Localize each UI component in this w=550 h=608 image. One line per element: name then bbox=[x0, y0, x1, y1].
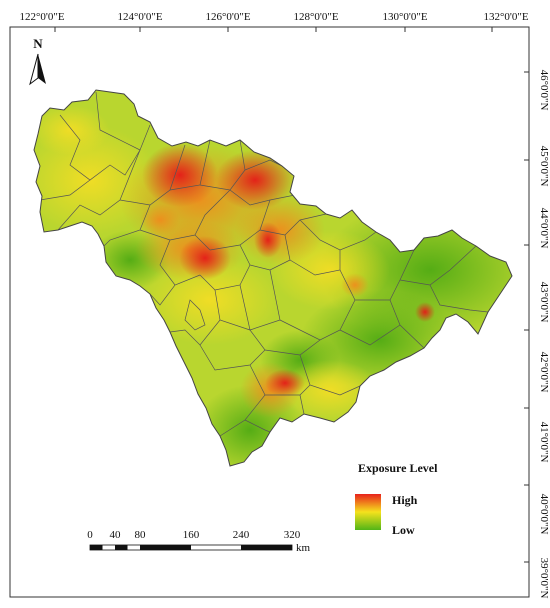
lat-label-41: 41°0'0"N bbox=[538, 422, 550, 463]
lon-label-130: 130°0'0"E bbox=[382, 11, 427, 23]
legend-title: Exposure Level bbox=[358, 461, 438, 475]
lat-label-45: 45°0'0"N bbox=[538, 146, 550, 187]
legend: Exposure Level High Low bbox=[355, 461, 438, 537]
longitude-labels: 122°0'0"E 124°0'0"E 126°0'0"E 128°0'0"E … bbox=[19, 11, 528, 23]
lat-label-42: 42°0'0"N bbox=[538, 352, 550, 393]
north-arrow-icon bbox=[38, 54, 46, 84]
scale-tick-80: 80 bbox=[135, 529, 147, 541]
north-arrow: N bbox=[29, 36, 46, 86]
lat-label-43: 43°0'0"N bbox=[538, 282, 550, 323]
lon-label-124: 124°0'0"E bbox=[117, 11, 162, 23]
latitude-ticks bbox=[524, 71, 529, 563]
scale-tick-240: 240 bbox=[233, 529, 250, 541]
scale-tick-40: 40 bbox=[110, 529, 122, 541]
scale-tick-320: 320 bbox=[284, 529, 301, 541]
lat-label-46: 46°0'0"N bbox=[538, 70, 550, 111]
lon-label-132: 132°0'0"E bbox=[483, 11, 528, 23]
lat-label-44: 44°0'0"N bbox=[538, 208, 550, 249]
scale-bar: 0 40 80 160 240 320 km bbox=[87, 529, 310, 554]
longitude-ticks bbox=[54, 27, 493, 32]
legend-high-label: High bbox=[392, 493, 418, 507]
scale-tick-160: 160 bbox=[183, 529, 200, 541]
lon-label-126: 126°0'0"E bbox=[205, 11, 250, 23]
scale-tick-0: 0 bbox=[87, 529, 93, 541]
north-label: N bbox=[33, 36, 43, 51]
legend-low-label: Low bbox=[392, 523, 415, 537]
lat-label-39: 39°0'0"N bbox=[538, 558, 550, 599]
latitude-labels: 46°0'0"N 45°0'0"N 44°0'0"N 43°0'0"N 42°0… bbox=[538, 70, 550, 599]
lat-label-40: 40°0'0"N bbox=[538, 494, 550, 535]
lon-label-122: 122°0'0"E bbox=[19, 11, 64, 23]
legend-color-ramp bbox=[355, 494, 381, 530]
scale-unit: km bbox=[296, 542, 311, 554]
lon-label-128: 128°0'0"E bbox=[293, 11, 338, 23]
